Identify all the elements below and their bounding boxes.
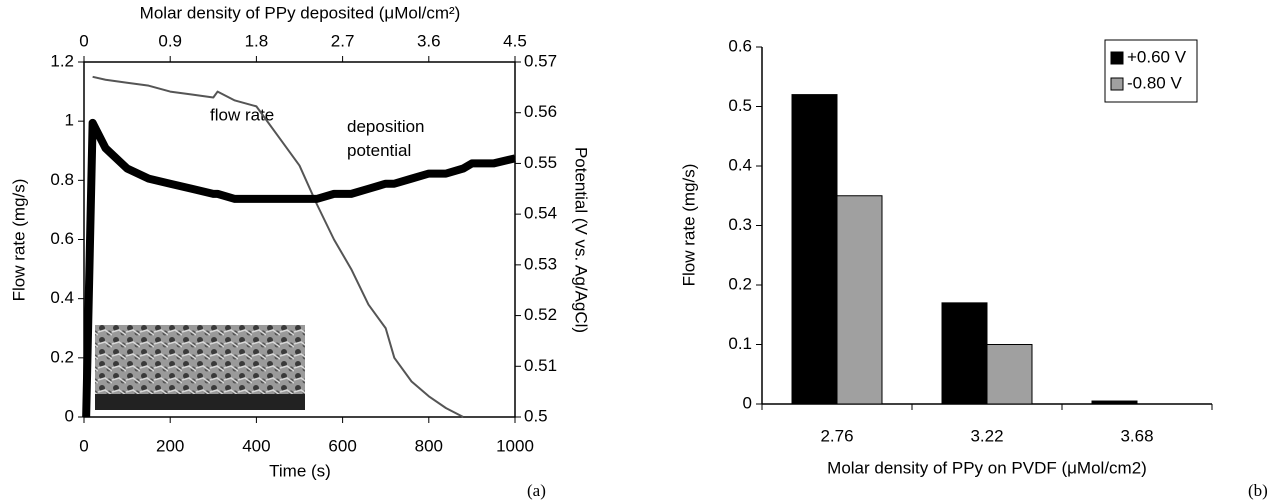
y2-tick-label: 0.51 [524,356,557,375]
legend-label: -0.80 V [1127,73,1182,92]
x2-tick-label: 3.6 [417,31,441,50]
scale-bar-strip [95,394,305,410]
x-tick-label: 3.22 [970,426,1003,445]
y-axis-title: Flow rate (mg/s) [679,164,698,287]
y2-tick-label: 0.55 [524,153,557,172]
y-tick-label: 1.2 [50,51,74,70]
inset-image [95,325,305,410]
top-axis-title: Molar density of PPy deposited (μMol/cm²… [140,3,461,22]
legend-swatch [1110,77,1124,91]
y2-tick-label: 0.53 [524,254,557,273]
x-tick-label: 3.68 [1120,426,1153,445]
x2-tick-label: 1.8 [245,31,269,50]
x-tick-label: 200 [156,436,184,455]
annotation: flow rate [210,105,274,124]
x2-tick-label: 4.5 [503,31,527,50]
x-tick-label: 1000 [496,436,534,455]
bar [791,94,838,405]
y-tick-label: 0.2 [728,274,752,293]
y2-tick-label: 0.54 [524,204,557,223]
y-tick-label: 0.5 [728,96,752,115]
legend-label: +0.60 V [1127,47,1187,66]
bar [836,195,883,405]
y-tick-label: 0.2 [50,347,74,366]
x2-tick-label: 0 [79,31,88,50]
x-tick-label: 400 [242,436,270,455]
bar [1091,400,1138,405]
legend-swatch [1110,51,1124,65]
panel-label: (b) [1248,481,1268,500]
y-tick-label: 0.6 [728,36,752,55]
y-tick-label: 0.4 [728,155,752,174]
series-line [92,75,464,418]
panel-label: (a) [527,481,546,500]
x-tick-label: 2.76 [820,426,853,445]
x2-tick-label: 2.7 [331,31,355,50]
y-tick-label: 0.4 [50,288,74,307]
bar [941,302,988,405]
y-tick-label: 1 [65,111,74,130]
x-tick-label: 0 [79,436,88,455]
y2-tick-label: 0.56 [524,102,557,121]
y-tick-label: 0.3 [728,215,752,234]
series-line [82,118,516,418]
legend-box [1104,39,1198,103]
y2-axis-title: Potential (V vs. Ag/AgCl) [572,147,591,333]
y2-tick-label: 0.57 [524,51,557,70]
x-axis-title: Molar density of PPy on PVDF (μMol/cm2) [827,458,1147,477]
y2-tick-label: 0.5 [524,406,548,425]
y-tick-label: 0.6 [50,229,74,248]
x-tick-label: 800 [415,436,443,455]
bar [986,344,1033,405]
y-axis-title: Flow rate (mg/s) [9,179,28,302]
x-tick-label: 600 [328,436,356,455]
y-tick-label: 0 [743,393,752,412]
y-tick-label: 0.8 [50,170,74,189]
x2-tick-label: 0.9 [158,31,182,50]
y-tick-label: 0 [65,406,74,425]
y2-tick-label: 0.52 [524,305,557,324]
annotation: deposition potential [347,117,425,160]
y-tick-label: 0.1 [728,334,752,353]
x-axis-title: Time (s) [269,461,331,480]
